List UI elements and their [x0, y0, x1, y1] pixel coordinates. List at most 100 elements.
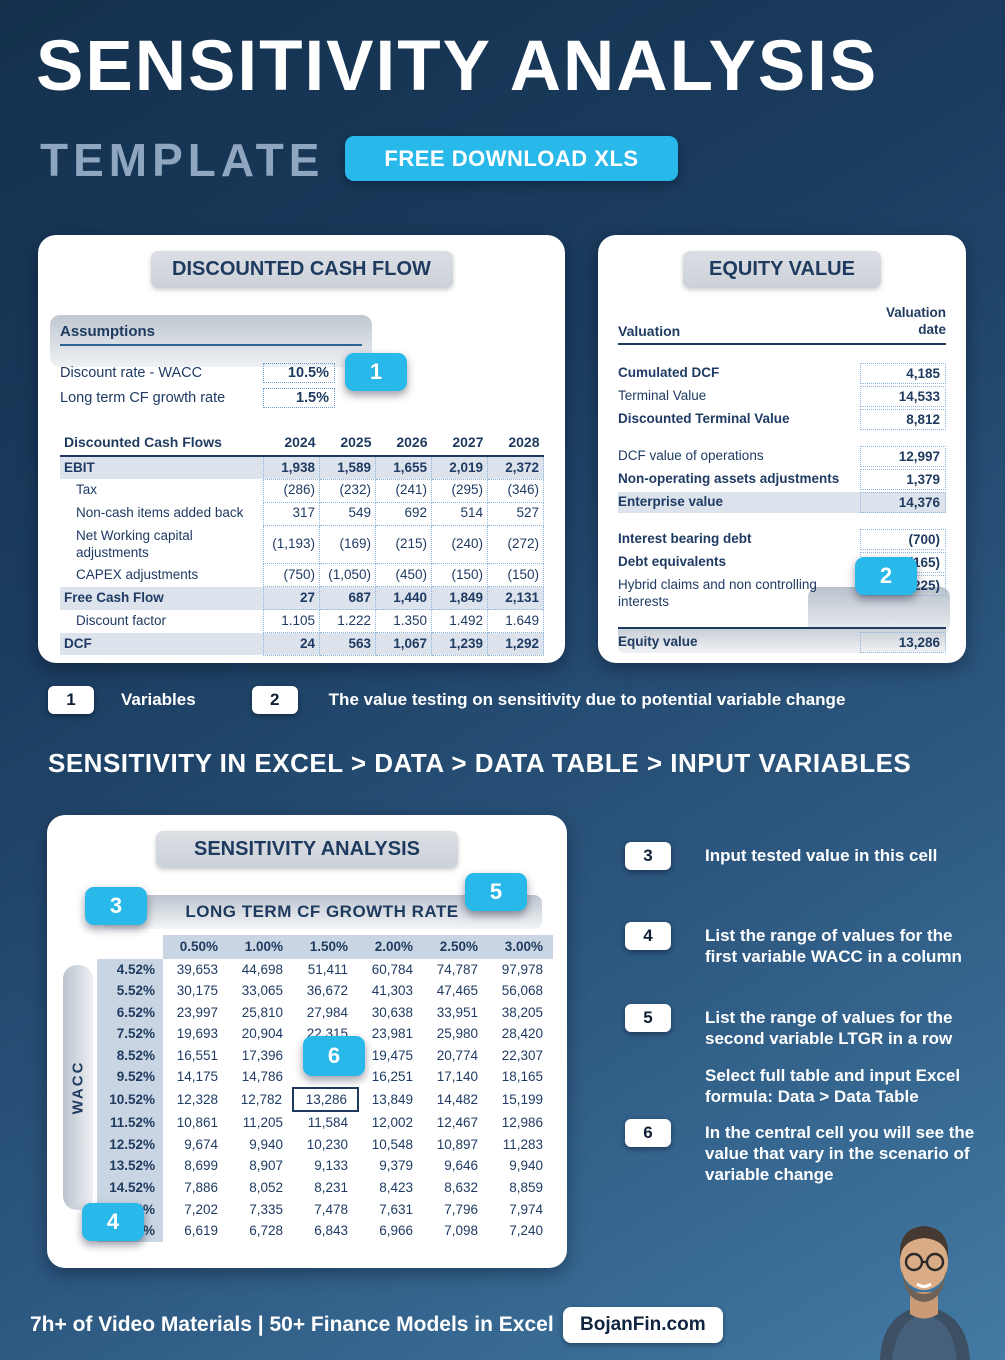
sens-cell: 6,843 [314, 1223, 348, 1239]
equity-row-label: Cumulated DCF [618, 365, 720, 380]
sens-wacc-label: 12.52% [97, 1133, 163, 1156]
sens-cell: 9,674 [184, 1136, 218, 1152]
equity-columns-header: Valuation Valuation date [618, 305, 946, 345]
equity-row-value: 14,376 [860, 492, 946, 513]
sens-row: 5.52% 30,175 33,065 36,672 41,303 47,465 56,06… [97, 980, 553, 1002]
sens-cell: 27,984 [306, 1004, 348, 1020]
sens-cell: 51,411 [307, 961, 348, 977]
dcf-panel-title: DISCOUNTED CASH FLOW [150, 251, 453, 288]
presenter-avatar-illustration [880, 1226, 970, 1360]
sens-cell: 8,699 [184, 1158, 218, 1174]
dcf-cell: 563 [319, 632, 376, 656]
sens-wacc-label: 9.52% [97, 1066, 163, 1088]
annotation-item: 5 List the range of values for the second… [625, 1004, 975, 1049]
dcf-cell: 1,440 [375, 586, 432, 611]
sens-cell: 23,981 [371, 1026, 413, 1042]
equity-row: Equity value 13,286 [618, 626, 946, 653]
sens-cell: 18,165 [501, 1069, 543, 1085]
callout-marker-1: 1 [345, 353, 407, 391]
sens-cell: 7,335 [249, 1201, 283, 1217]
equity-spacer [618, 613, 946, 627]
dcf-table-head-row: Discounted Cash Flows 2024 2025 2026 2027 202… [60, 431, 544, 457]
sens-cell: 8,632 [444, 1180, 478, 1196]
dcf-row: Net Working capital adjustments (1,193) (1… [60, 524, 544, 565]
equity-row-label: DCF value of operations [618, 448, 764, 463]
annotation-text: In the central cell you will see the val… [705, 1123, 975, 1184]
sens-cell: 74,787 [436, 961, 478, 977]
equity-row: Discounted Terminal Value 8,812 [618, 409, 946, 430]
sens-wacc-label: 6.52% [97, 1001, 163, 1024]
sens-row: 13.52% 8,699 8,907 9,133 9,379 9,646 9,940 [97, 1155, 553, 1178]
sens-col-header: 1.00% [228, 935, 293, 959]
free-download-button[interactable]: FREE DOWNLOAD XLS [345, 136, 678, 181]
dcf-cell: (272) [487, 524, 544, 565]
equity-row-label: Discounted Terminal Value [618, 411, 790, 426]
sens-row: 9.52% 14,175 14,786 16,251 17,140 18,165 [97, 1066, 553, 1088]
dcf-cell: 24 [263, 632, 320, 656]
assumptions-band [50, 315, 372, 367]
sens-cell: 33,951 [436, 1004, 478, 1020]
sens-cell: 60,784 [371, 961, 413, 977]
dcf-cell: 1.222 [319, 609, 376, 633]
sens-corner-cell [97, 935, 163, 959]
equity-row: Cumulated DCF 4,185 [618, 363, 946, 384]
sens-cell: 9,646 [444, 1158, 478, 1174]
sens-cell: 10,897 [436, 1136, 478, 1152]
sens-cell: 33,065 [241, 983, 283, 999]
assumption-row-wacc: Discount rate - WACC 10.5% [60, 363, 335, 383]
legend: 1 Variables 2 The value testing on sensi… [48, 686, 845, 714]
dcf-year-header: 2028 [487, 431, 544, 457]
equity-panel-title: EQUITY VALUE [683, 251, 881, 288]
sens-cell: 44,698 [241, 961, 283, 977]
sens-cell: 7,240 [509, 1223, 543, 1239]
equity-spacer [618, 432, 946, 446]
sens-wacc-label: 8.52% [97, 1044, 163, 1067]
equity-row-label: Debt equivalents [618, 554, 727, 569]
callout-marker-6: 6 [303, 1036, 365, 1076]
sens-cell: 28,420 [501, 1026, 543, 1042]
assumptions-heading: Assumptions [60, 323, 362, 346]
dcf-cell: 1.492 [431, 609, 488, 633]
sens-wacc-label: 10.52% [97, 1087, 163, 1112]
dcf-cell: 1,655 [375, 455, 432, 480]
sens-cell: 12,986 [501, 1114, 543, 1130]
dcf-cell: (240) [431, 524, 488, 565]
sens-cell: 56,068 [501, 983, 543, 999]
equity-row-value: (700) [860, 529, 946, 550]
brand-button[interactable]: BojanFin.com [563, 1307, 723, 1343]
subtitle: TEMPLATE [40, 134, 325, 186]
equity-row-label: Equity value [618, 633, 698, 649]
dcf-year-header: 2025 [319, 431, 376, 457]
dcf-row-label: Net Working capital adjustments [76, 527, 193, 560]
assumption-value: 1.5% [263, 388, 335, 408]
callout-marker-5: 5 [465, 873, 527, 911]
wacc-axis-band: WACC [63, 965, 93, 1210]
dcf-row-label: Discount factor [76, 612, 167, 628]
dcf-cell: 1.105 [263, 609, 320, 633]
dcf-cell: 2,372 [487, 455, 544, 480]
equity-row: Non-operating assets adjustments 1,379 [618, 469, 946, 490]
sens-wacc-label: 7.52% [97, 1023, 163, 1045]
sens-cell: 38,205 [501, 1004, 543, 1020]
sens-cell: 10,861 [176, 1114, 218, 1130]
sens-table-head-row: 0.50% 1.00% 1.50% 2.00% 2.50% 3.00% [97, 935, 553, 959]
footer-tagline: 7h+ of Video Materials | 50+ Finance Mod… [30, 1313, 554, 1336]
sens-cell: 19,693 [176, 1026, 218, 1042]
presenter-photo [872, 1200, 977, 1360]
dcf-table-title: Discounted Cash Flows [60, 431, 264, 457]
sens-cell: 15,199 [501, 1091, 543, 1107]
dcf-cell: (150) [431, 563, 488, 588]
dcf-row: Non-cash items added back 317 549 692 514 527 [60, 501, 544, 526]
equity-row-value: 1,379 [860, 469, 946, 490]
dcf-table: Discounted Cash Flows 2024 2025 2026 2027 202… [60, 431, 544, 656]
annotation-badge: 3 [625, 842, 671, 870]
dcf-row: Free Cash Flow 27 687 1,440 1,849 2,131 [60, 586, 544, 611]
dcf-row-label: Tax [76, 482, 98, 498]
annotation-text: Select full table and input Excel formul… [705, 1066, 961, 1106]
sens-row: 4.52% 39,653 44,698 51,411 60,784 74,787 97,97… [97, 958, 553, 981]
equity-row-value: 8,812 [860, 409, 946, 430]
sens-cell: 12,002 [371, 1114, 413, 1130]
dcf-cell: 1,938 [263, 455, 320, 480]
sens-cell: 9,133 [314, 1158, 348, 1174]
